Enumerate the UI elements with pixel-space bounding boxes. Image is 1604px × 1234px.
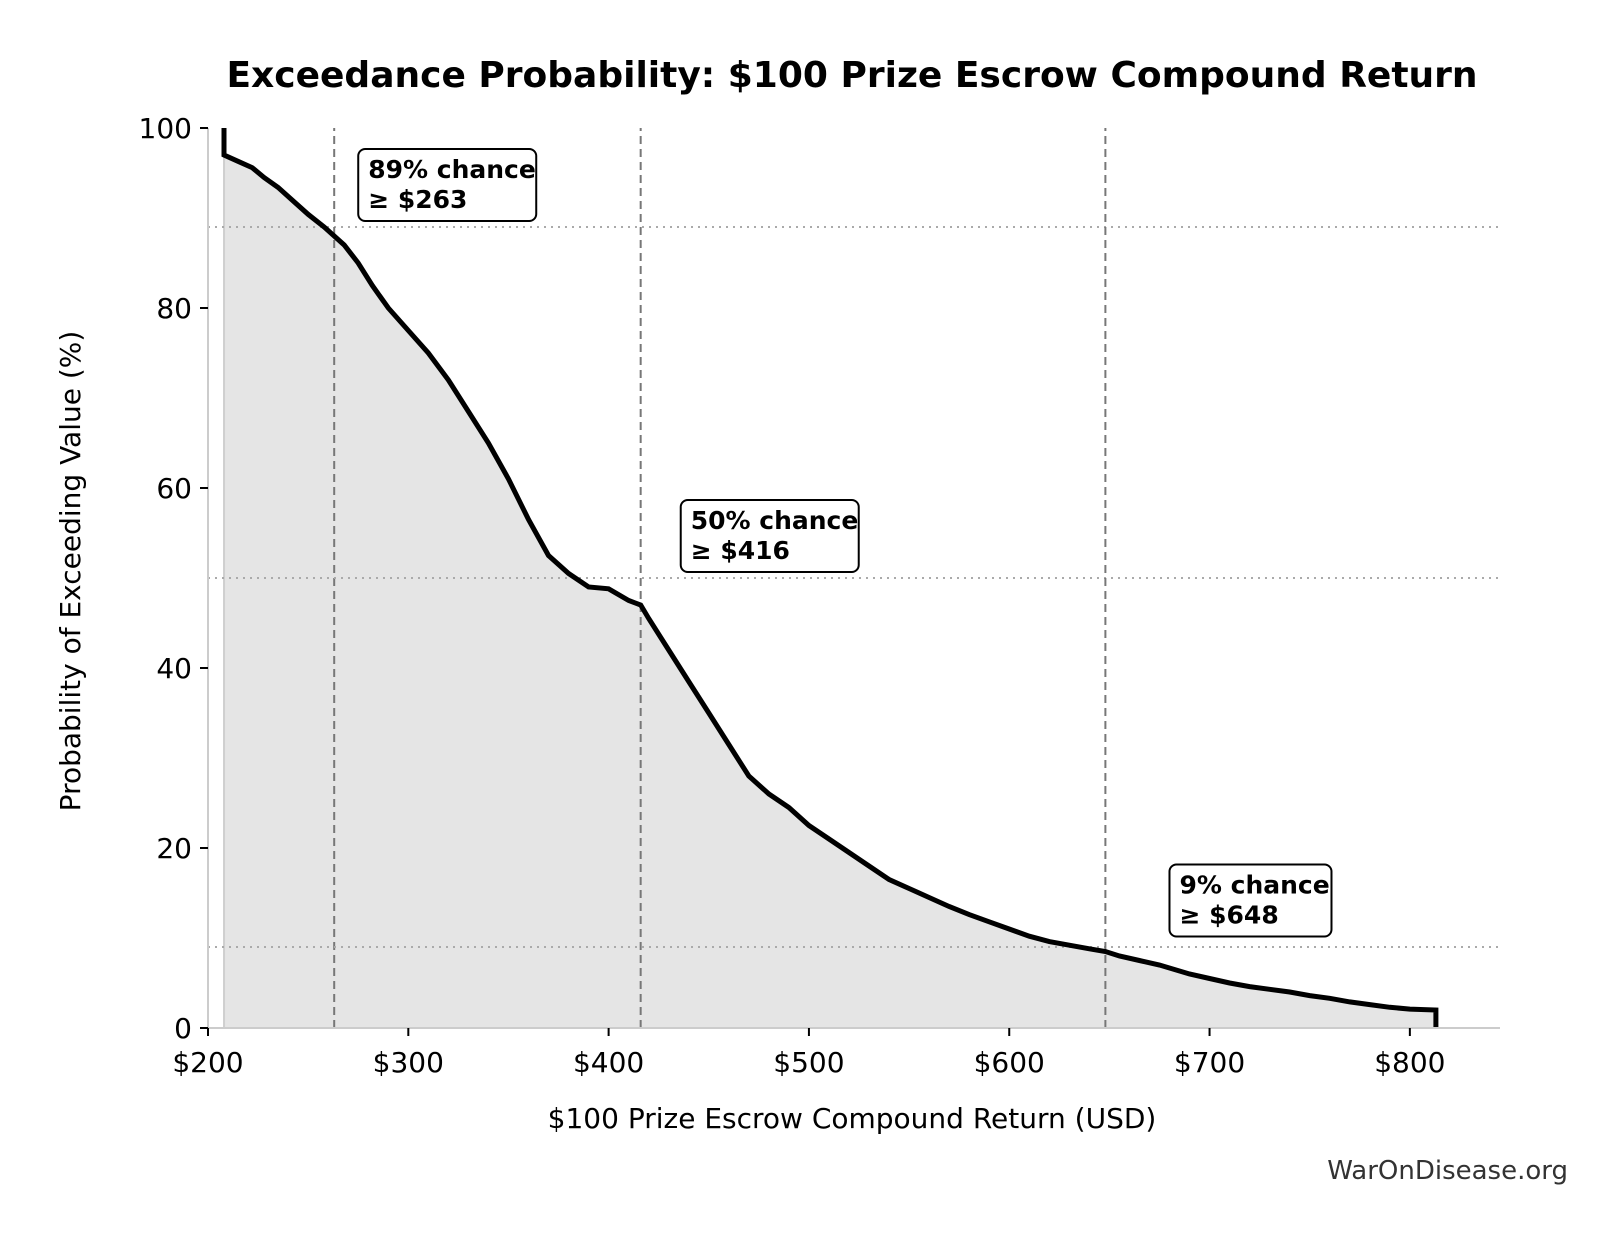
annotation-value: ≥ $648	[1179, 901, 1278, 930]
x-tick-label: $700	[1174, 1046, 1245, 1079]
y-tick-label: 60	[156, 472, 192, 505]
x-tick-label: $400	[573, 1046, 644, 1079]
x-tick-label: $300	[373, 1046, 444, 1079]
annotation-label: 9% chance	[1179, 871, 1329, 900]
x-tick-label: $200	[172, 1046, 243, 1079]
exceedance-curve	[221, 128, 1439, 1028]
chart-title: Exceedance Probability: $100 Prize Escro…	[226, 55, 1477, 96]
x-tick-label: $600	[974, 1046, 1045, 1079]
annotation-value: ≥ $263	[368, 185, 467, 214]
y-axis-label: Probability of Exceeding Value (%)	[54, 331, 87, 812]
plot-area: $200 $300 $400 $500 $600 $700 $800 0 20 40 60 80 100…	[139, 112, 1500, 1079]
x-axis-label: $100 Prize Escrow Compound Return (USD)	[548, 1102, 1157, 1135]
annotation-box	[357, 148, 538, 222]
x-tick-label: $800	[1374, 1046, 1445, 1079]
y-tick-label: 40	[156, 652, 192, 685]
watermark: WarOnDisease.org	[1327, 1156, 1568, 1186]
annotation-value: ≥ $416	[691, 536, 790, 565]
exceedance-area-fill	[224, 128, 1436, 1028]
y-tick-label: 100	[139, 112, 192, 145]
x-tick-label: $500	[773, 1046, 844, 1079]
annotation-label: 50% chance	[691, 506, 859, 535]
y-tick-label: 20	[156, 832, 192, 865]
y-tick-label: 0	[174, 1012, 192, 1045]
annotation-label: 89% chance	[368, 155, 536, 184]
annotation-box	[679, 499, 860, 573]
y-tick-label: 80	[156, 292, 192, 325]
annotation-box	[1168, 863, 1333, 938]
